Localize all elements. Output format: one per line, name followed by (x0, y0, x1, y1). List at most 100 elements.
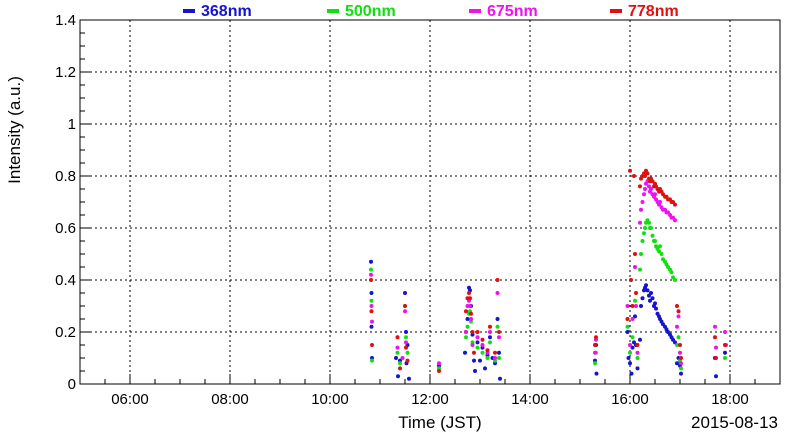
grid-lines (80, 20, 780, 384)
legend-swatch (183, 9, 195, 13)
tick-labels: 06:00 08:00 10:00 12:00 14:00 16:00 18:00 0 0.2 0… (55, 12, 749, 408)
data-point (650, 233, 655, 238)
legend-swatch (327, 9, 339, 13)
data-point (638, 337, 642, 342)
legend-entry: 675nm (469, 3, 538, 20)
data-point (628, 361, 632, 366)
data-point (645, 288, 650, 293)
data-point (369, 291, 374, 295)
data-point (403, 291, 407, 295)
data-points (369, 168, 728, 381)
x-tick-label: 16:00 (611, 391, 649, 408)
data-point (404, 340, 408, 345)
data-point (640, 200, 645, 204)
data-point (676, 309, 681, 314)
y-tick-label: 1.2 (55, 64, 76, 81)
data-point (714, 374, 718, 379)
data-point (480, 350, 485, 355)
data-point (396, 374, 400, 379)
data-point (673, 218, 677, 223)
y-tick-label: 0.6 (55, 220, 76, 237)
data-point (675, 343, 679, 347)
data-point (395, 350, 400, 355)
data-point (658, 200, 662, 204)
data-point (625, 324, 630, 329)
y-tick-label: 0.4 (55, 272, 76, 289)
data-point (635, 343, 640, 347)
data-point (493, 356, 497, 360)
legend: 368nm 500nm 675nm 778nm (183, 3, 679, 20)
data-point (495, 324, 500, 329)
x-tick-label: 14:00 (511, 391, 549, 408)
data-point (370, 343, 374, 347)
data-point (404, 335, 408, 340)
data-point (634, 304, 638, 308)
data-point (395, 335, 400, 340)
x-tick-label: 08:00 (211, 391, 249, 408)
data-point (369, 304, 374, 308)
data-point (465, 317, 470, 321)
data-point (643, 174, 647, 178)
data-point (678, 343, 682, 347)
data-point (369, 267, 373, 272)
data-point (653, 192, 657, 197)
data-point (713, 324, 717, 329)
data-point (650, 296, 655, 301)
legend-swatch (469, 9, 481, 13)
data-point (480, 337, 485, 342)
data-point (649, 187, 653, 191)
data-point (714, 345, 718, 350)
data-point (723, 350, 727, 355)
data-point (485, 348, 490, 353)
data-point (657, 249, 661, 254)
legend-label: 500nm (345, 3, 396, 20)
y-tick-label: 0.8 (55, 168, 76, 185)
data-point (638, 220, 642, 225)
data-point (675, 361, 679, 366)
y-tick-label: 0 (68, 376, 76, 393)
data-point (645, 171, 650, 176)
data-point (635, 366, 640, 371)
data-point (473, 369, 477, 373)
data-point (659, 252, 664, 256)
data-point (723, 356, 727, 360)
x-axis-title: Time (JST) (398, 413, 481, 432)
data-point (488, 330, 492, 334)
data-point (495, 291, 500, 295)
data-point (679, 361, 683, 366)
data-point (478, 358, 482, 363)
data-point (437, 361, 441, 366)
series-500nm (369, 218, 727, 371)
data-point (488, 324, 492, 329)
data-point (635, 350, 640, 355)
data-point (369, 278, 373, 282)
data-point (475, 340, 480, 345)
data-point (488, 335, 492, 340)
x-tick-label: 10:00 (311, 391, 349, 408)
data-point (465, 324, 470, 329)
data-point (723, 330, 727, 334)
data-point (633, 265, 637, 269)
y-tick-label: 0.2 (55, 324, 76, 341)
data-point (634, 291, 638, 295)
data-point (495, 317, 500, 321)
data-point (625, 304, 630, 308)
data-point (630, 304, 635, 308)
x-tick-label: 12:00 (411, 391, 449, 408)
x-tick-label: 06:00 (111, 391, 149, 408)
data-point (676, 314, 681, 319)
legend-swatch (610, 9, 622, 13)
data-point (625, 330, 630, 334)
data-point (468, 296, 472, 301)
data-point (369, 309, 374, 314)
data-point (593, 350, 597, 355)
data-point (394, 356, 398, 360)
data-point (403, 304, 407, 308)
data-point (679, 371, 683, 376)
legend-label: 778nm (628, 3, 679, 20)
data-point (470, 343, 475, 347)
data-point (647, 220, 651, 225)
data-point (369, 298, 374, 303)
axis-ticks (79, 19, 781, 385)
